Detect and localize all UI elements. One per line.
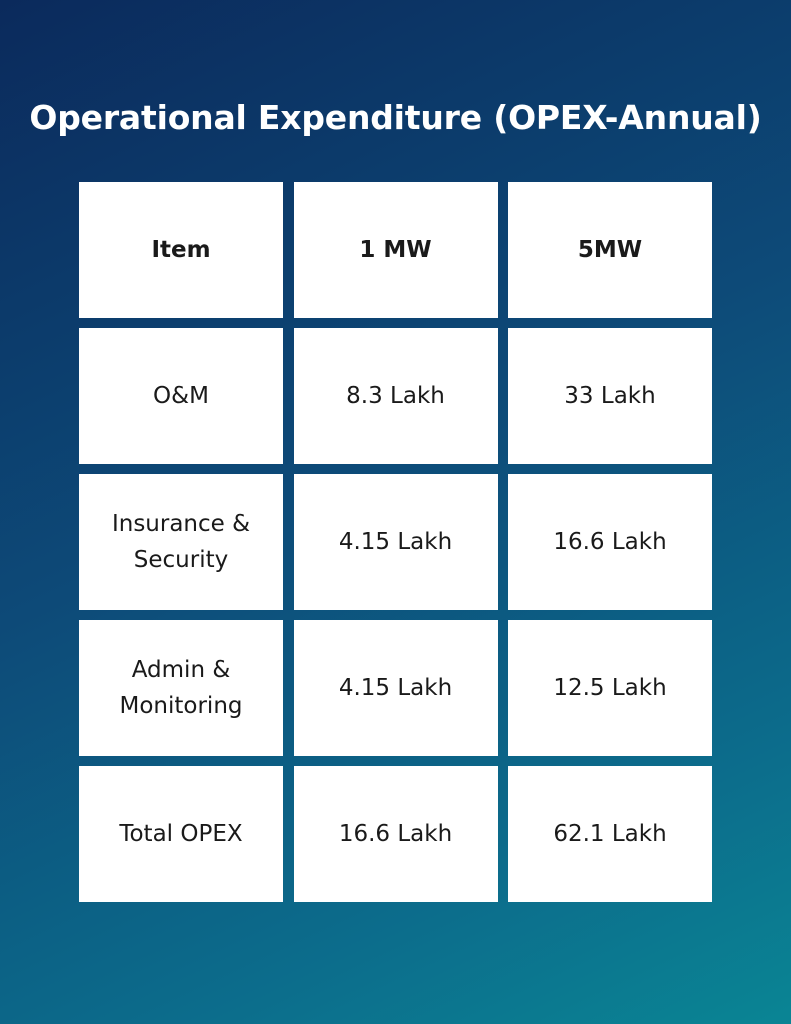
row-om-item: O&M bbox=[79, 328, 283, 464]
row-insurance-item-label: Insurance & Security bbox=[111, 511, 251, 573]
header-cell-item: Item bbox=[79, 182, 283, 318]
row-om-5mw: 33 Lakh bbox=[508, 328, 712, 464]
opex-table: Item 1 MW 5MW O&M 8.3 Lakh 33 Lakh Insur… bbox=[79, 182, 712, 902]
row-total-5mw: 62.1 Lakh bbox=[508, 766, 712, 902]
header-cell-1mw: 1 MW bbox=[293, 182, 498, 318]
row-total-1mw: 16.6 Lakh bbox=[293, 766, 498, 902]
chart-title: Operational Expenditure (OPEX-Annual) bbox=[29, 98, 762, 137]
row-om-1mw: 8.3 Lakh bbox=[293, 328, 498, 464]
row-admin-item: Admin & Monitoring bbox=[79, 620, 283, 756]
row-admin-5mw: 12.5 Lakh bbox=[508, 620, 712, 756]
row-insurance-item: Insurance & Security bbox=[79, 474, 283, 610]
header-cell-5mw: 5MW bbox=[508, 182, 712, 318]
row-total-item: Total OPEX bbox=[79, 766, 283, 902]
row-admin-1mw: 4.15 Lakh bbox=[293, 620, 498, 756]
row-admin-item-label: Admin & Monitoring bbox=[119, 657, 243, 719]
row-insurance-5mw: 16.6 Lakh bbox=[508, 474, 712, 610]
row-insurance-1mw: 4.15 Lakh bbox=[293, 474, 498, 610]
